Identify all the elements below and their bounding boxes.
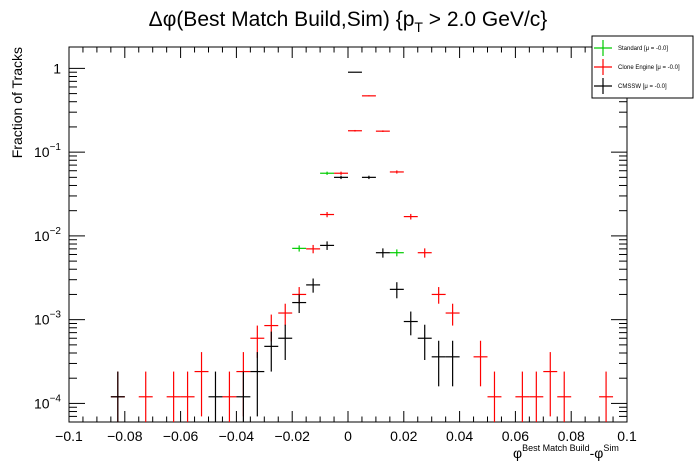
legend: Standard [μ = -0.0] Clone Engine [μ = -0.… [591, 35, 694, 99]
x-tick-labels: −0.1 −0.08 −0.06 −0.04 −0.02 0 0.02 0.04 0.06 0.0… [55, 428, 637, 444]
data-point [515, 371, 530, 422]
y-axis-label: Fraction of Tracks [9, 47, 25, 158]
data-point [194, 352, 209, 417]
data-point [389, 249, 404, 257]
series-2 [110, 71, 460, 422]
data-point [529, 371, 544, 422]
data-point [250, 352, 265, 417]
legend-entry: Standard [μ = -0.0] [594, 40, 668, 56]
data-point [306, 244, 321, 254]
data-point [292, 294, 307, 314]
y-tick-label-base: 10 [34, 228, 50, 244]
x-tick-label: −0.06 [163, 428, 199, 444]
data-point [292, 245, 307, 252]
data-point [431, 340, 446, 387]
data-point [138, 371, 153, 422]
y-ticks [69, 67, 627, 423]
y-tick-label: 1 [53, 60, 61, 76]
y-tick-label: 10−1 [34, 142, 61, 160]
data-point [361, 175, 376, 180]
data-point [110, 371, 125, 422]
data-point [543, 352, 558, 417]
y-tick-label-exp: −3 [50, 310, 62, 321]
data-point [417, 248, 432, 258]
data-point [445, 303, 460, 326]
data-point [445, 340, 460, 387]
data-point [417, 324, 432, 360]
x-tick-label: −0.08 [107, 428, 143, 444]
chart-title: Δφ(Best Match Build,Sim) {pT > 2.0 GeV/c… [149, 8, 548, 35]
plot-frame [68, 46, 628, 423]
data-point [389, 170, 404, 174]
y-tick-label-base: 1 [53, 60, 61, 76]
x-tick-label: 0.08 [558, 428, 585, 444]
x-tick-label: −0.04 [219, 428, 255, 444]
data-point [180, 371, 195, 422]
data-point [334, 171, 348, 175]
data-point [278, 324, 293, 360]
y-tick-label: 10−3 [34, 310, 61, 328]
chart-title-sub: T [414, 19, 423, 35]
data-point [306, 278, 321, 293]
y-tick-label-base: 10 [34, 144, 50, 160]
data-point [334, 175, 348, 180]
data-point [222, 371, 237, 422]
data-point [166, 371, 181, 422]
x-axis-label-phi1: φ [513, 445, 522, 461]
x-axis-label: φBest Match Build-φSim [513, 443, 619, 461]
data-point [375, 130, 390, 132]
x-axis-label-sub1: Best Match Build [522, 443, 590, 453]
data-point [320, 211, 335, 218]
legend-entry: Clone Engine [μ = -0.0] [594, 59, 680, 75]
x-tick-label: 0.1 [617, 428, 637, 444]
x-ticks [68, 47, 628, 422]
data-point [320, 171, 335, 175]
y-tick-label-base: 10 [34, 395, 50, 411]
data-point [278, 303, 293, 326]
series-0 [292, 171, 404, 257]
data-point [487, 371, 502, 422]
data-point [348, 129, 362, 132]
data-point [389, 282, 404, 299]
y-tick-label-exp: −4 [50, 393, 62, 404]
data-marks [110, 71, 614, 422]
chart-title-suffix: > 2.0 GeV/c} [423, 8, 547, 31]
data-point [403, 311, 418, 336]
data-point [208, 371, 223, 422]
x-tick-label: 0.02 [390, 428, 417, 444]
legend-label: CMSSW [μ = -0.0] [618, 84, 667, 90]
data-point [599, 371, 614, 422]
data-point [403, 213, 418, 220]
legend-label: Standard [μ = -0.0] [618, 46, 668, 52]
x-tick-label: 0.04 [446, 428, 473, 444]
y-tick-labels: 110−110−210−310−4 [34, 60, 61, 411]
data-point [431, 287, 446, 304]
x-tick-label: −0.02 [274, 428, 310, 444]
x-tick-label: −0.1 [55, 428, 83, 444]
series-1 [110, 95, 614, 422]
y-tick-label: 10−2 [34, 226, 61, 244]
x-axis-label-sub2: Sim [603, 443, 619, 453]
y-tick-label: 10−4 [34, 393, 61, 411]
y-tick-label-exp: −2 [50, 226, 62, 237]
y-tick-label-base: 10 [34, 312, 50, 328]
x-tick-label: 0 [344, 428, 352, 444]
data-point [236, 371, 251, 422]
x-axis-label-phi2: -φ [590, 445, 604, 461]
data-point [557, 371, 572, 422]
data-point [264, 331, 279, 372]
data-point [361, 95, 376, 97]
chart-title-prefix: Δφ(Best Match Build,Sim) {p [149, 8, 415, 31]
y-tick-label-exp: −1 [50, 142, 62, 153]
data-point [473, 340, 488, 387]
x-tick-label: 0.06 [502, 428, 529, 444]
legend-label: Clone Engine [μ = -0.0] [618, 65, 680, 71]
legend-entry: CMSSW [μ = -0.0] [594, 78, 667, 94]
data-point [375, 248, 390, 258]
data-point [320, 241, 335, 250]
